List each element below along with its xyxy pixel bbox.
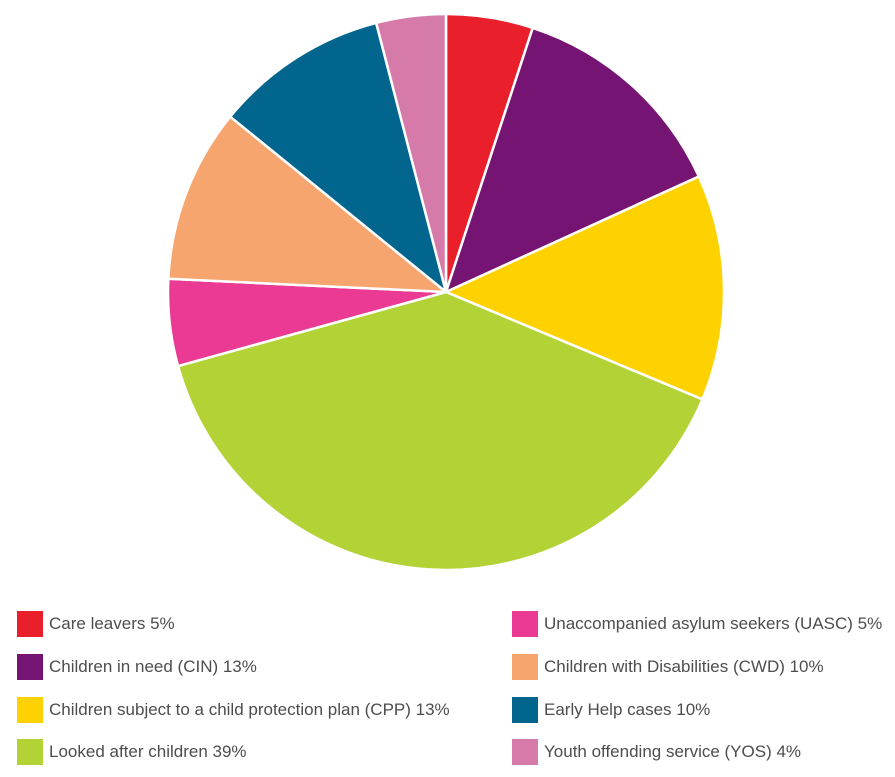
legend-label: Children with Disabilities (CWD) 10% bbox=[544, 657, 824, 676]
pie-slice-4 bbox=[176, 290, 704, 572]
pie-slice-7 bbox=[228, 21, 448, 294]
pie-slice-8 bbox=[374, 12, 448, 294]
legend-label: Children subject to a child protection p… bbox=[49, 700, 450, 719]
legend-swatch bbox=[512, 654, 538, 680]
legend-label: Early Help cases 10% bbox=[544, 700, 711, 719]
legend-swatch bbox=[512, 697, 538, 723]
legend-swatch bbox=[17, 611, 43, 637]
legend-item-7: Early Help cases 10% bbox=[512, 697, 710, 723]
legend-item-1: Care leavers 5% bbox=[17, 611, 175, 637]
legend-item-4: Looked after children 39% bbox=[17, 739, 247, 765]
legend-label: Youth offending service (YOS) 4% bbox=[544, 742, 802, 761]
legend-item-5: Unaccompanied asylum seekers (UASC) 5% bbox=[512, 611, 882, 637]
pie-slice-6 bbox=[167, 115, 448, 294]
legend-swatch bbox=[512, 739, 538, 765]
legend-swatch bbox=[17, 739, 43, 765]
legend-item-6: Children with Disabilities (CWD) 10% bbox=[512, 654, 824, 680]
legend-swatch bbox=[512, 611, 538, 637]
legend-swatch bbox=[17, 697, 43, 723]
legend-item-3: Children subject to a child protection p… bbox=[17, 697, 450, 723]
legend-swatch bbox=[17, 654, 43, 680]
legend-label: Care leavers 5% bbox=[49, 614, 175, 633]
legend-label: Children in need (CIN) 13% bbox=[49, 657, 257, 676]
legend-label: Unaccompanied asylum seekers (UASC) 5% bbox=[544, 614, 883, 633]
pie-chart bbox=[166, 12, 726, 572]
legend-item-8: Youth offending service (YOS) 4% bbox=[512, 739, 801, 765]
pie-slice-2 bbox=[444, 26, 701, 294]
legend-item-2: Children in need (CIN) 13% bbox=[17, 654, 257, 680]
legend-label: Looked after children 39% bbox=[49, 742, 247, 761]
pie-slice-3 bbox=[444, 175, 726, 401]
